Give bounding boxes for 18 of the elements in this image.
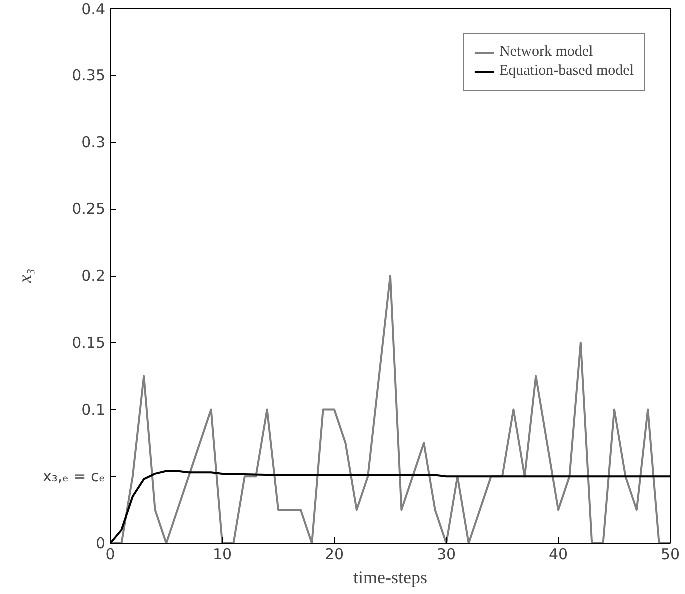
y-tick-label: 0.3 <box>82 133 106 152</box>
y-tick-label: 0.2 <box>82 267 106 285</box>
y-tick-label: 0.1 <box>82 400 106 419</box>
legend-label: Network model <box>499 44 594 61</box>
x-tick-label: 10 <box>212 546 232 564</box>
x-tick-label: 20 <box>324 546 344 564</box>
legend-label: Equation-based model <box>499 63 634 80</box>
x-tick-label: 50 <box>660 546 680 564</box>
y-axis-title: x₃ <box>14 268 35 284</box>
y-tick-label: 0 <box>96 534 106 552</box>
x-tick-label: 30 <box>436 546 456 564</box>
y-tick-label: 0.15 <box>72 334 106 352</box>
x-axis-title: time-steps <box>354 568 428 588</box>
y-tick-label: 0.35 <box>72 66 106 84</box>
y-tick-label: 0.25 <box>72 200 106 218</box>
y-tick-label: x₃,ₑ = cₑ <box>42 468 106 486</box>
y-tick-label: 0.4 <box>82 0 106 18</box>
x-tick-label: 40 <box>548 546 568 564</box>
